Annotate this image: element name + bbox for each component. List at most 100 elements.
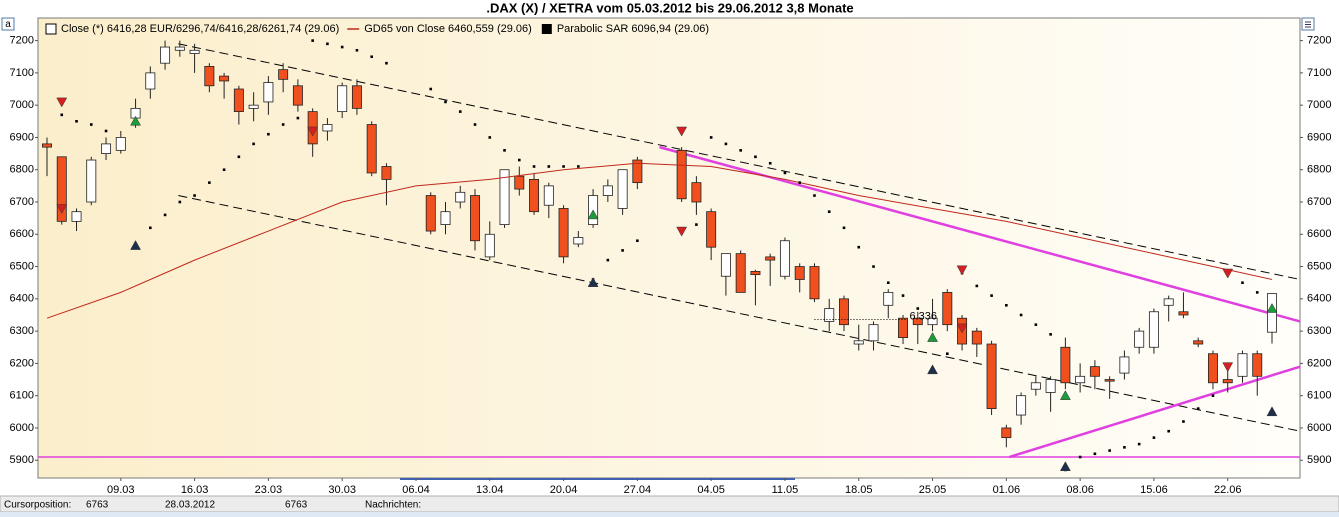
sar-dot <box>458 110 462 113</box>
y-tick-label: 6300 <box>10 325 34 337</box>
sar-dot <box>326 42 329 46</box>
legend-label: GD65 von Close 6460,559 (29.06) <box>364 23 532 35</box>
sar-dot <box>1034 323 1038 326</box>
signal-marker <box>587 277 599 287</box>
candle-body <box>1178 311 1189 316</box>
sar-dot <box>1196 407 1200 410</box>
sar-dot <box>872 265 875 268</box>
sar-dot <box>1078 455 1082 459</box>
signal-marker <box>130 115 141 126</box>
sar-dot <box>311 39 314 42</box>
sar-dot <box>916 307 920 310</box>
candle-body <box>942 291 953 326</box>
status-text: 6763 <box>86 500 109 511</box>
y2-tick-label: 6300 <box>1307 325 1331 337</box>
sar-dot <box>385 61 388 65</box>
sar-dot <box>1123 446 1126 449</box>
candle-body <box>484 233 495 258</box>
sar-dot <box>208 181 211 184</box>
sar-dot <box>473 123 477 126</box>
sar-dot <box>901 294 905 297</box>
sar-dot <box>1255 291 1259 294</box>
sar-dot <box>990 294 993 297</box>
x-tick-label: 20.04 <box>550 484 578 496</box>
candle-body <box>735 253 746 293</box>
legend-label: Close (*) 6416,28 EUR/6296,74/6416,28/62… <box>61 23 339 35</box>
x-tick-label: 01.06 <box>993 484 1021 496</box>
signal-marker <box>1059 461 1071 471</box>
trend-line <box>1008 365 1301 459</box>
signal-marker <box>1266 406 1278 417</box>
signal-marker <box>1266 303 1278 313</box>
sar-dot <box>621 249 624 252</box>
candle-body <box>1104 379 1115 382</box>
candle-body <box>898 317 908 338</box>
sar-dot <box>267 132 270 136</box>
sar-dot <box>429 87 433 91</box>
sar-dot <box>768 161 772 165</box>
signal-marker <box>676 226 688 237</box>
candle-body <box>1237 353 1248 377</box>
sar-dot <box>296 116 300 120</box>
candle-body <box>514 175 525 190</box>
x-tick-label: 15.06 <box>1140 484 1168 496</box>
sar-dot <box>193 194 196 197</box>
candle-body <box>1075 375 1086 384</box>
sar-dot <box>1137 442 1141 446</box>
candle-body <box>558 208 569 258</box>
candle-body <box>529 179 540 213</box>
y-tick-label: 6500 <box>10 260 34 272</box>
y2-tick-label: 6900 <box>1307 131 1331 143</box>
candle-body <box>1148 311 1159 348</box>
y-tick-label: 6700 <box>10 196 34 208</box>
trend-line <box>178 43 1301 280</box>
x-tick-label: 16.03 <box>181 484 209 496</box>
toolbar-icon[interactable] <box>1 17 15 31</box>
signal-marker <box>927 332 938 342</box>
sar-dot <box>975 284 979 288</box>
sar-dot <box>827 210 831 213</box>
sar-dot <box>340 45 344 49</box>
candle-body <box>425 195 436 232</box>
candle-body <box>263 82 274 103</box>
signal-marker <box>587 209 599 220</box>
candle-body <box>1001 427 1012 439</box>
signal-marker <box>1222 362 1234 373</box>
y-tick-label: 6100 <box>10 390 34 402</box>
y2-tick-label: 6000 <box>1307 422 1331 434</box>
y-tick-label: 6400 <box>10 293 34 305</box>
candle-body <box>160 46 171 64</box>
sar-dot <box>89 123 93 126</box>
y2-tick-label: 6600 <box>1307 228 1331 240</box>
x-tick-label: 25.05 <box>919 484 947 496</box>
candle-body <box>219 75 230 82</box>
candle-body <box>1134 330 1145 348</box>
sar-dot <box>709 136 713 139</box>
sar-dot <box>370 55 373 59</box>
candle-body <box>765 256 776 261</box>
sar-dot <box>1182 420 1185 423</box>
candle-body <box>337 85 348 113</box>
sar-dot <box>606 258 610 262</box>
y2-tick-label: 5900 <box>1307 454 1331 466</box>
sar-dot <box>281 123 285 126</box>
moving-average <box>46 162 1273 319</box>
sar-dot <box>813 194 816 197</box>
legend-swatch <box>45 23 57 35</box>
candle-body <box>204 66 215 87</box>
candle-body <box>706 211 717 248</box>
candle-body <box>145 72 156 90</box>
candle-body <box>233 88 244 113</box>
sar-dot <box>1005 303 1008 307</box>
sar-dot <box>60 113 64 117</box>
signal-marker <box>307 126 319 137</box>
candle-body <box>691 182 702 203</box>
x-tick-label: 06.04 <box>402 484 430 496</box>
candle-body <box>971 330 982 345</box>
legend-swatch <box>541 24 552 34</box>
signal-marker <box>1222 268 1234 279</box>
candle-body <box>470 195 480 242</box>
y-tick-label: 6600 <box>10 228 34 240</box>
sar-dot <box>857 245 861 249</box>
